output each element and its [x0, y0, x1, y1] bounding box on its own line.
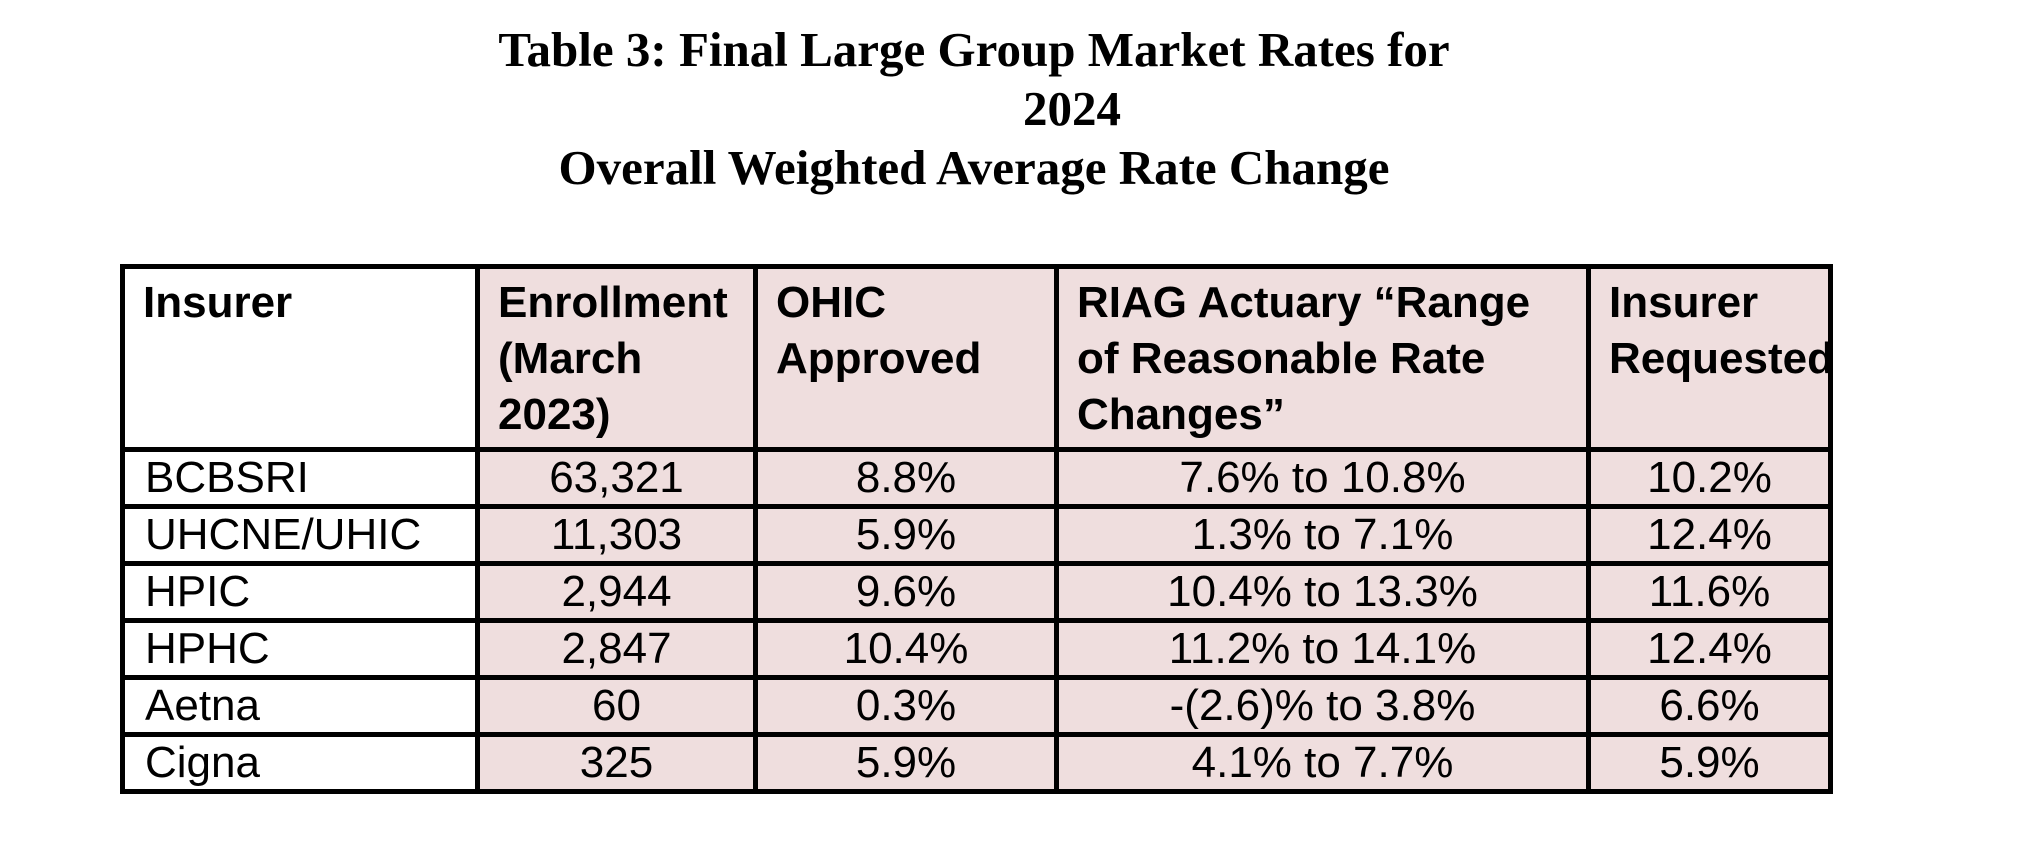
value-cell: 2,944 [475, 561, 758, 623]
header-riag-range: RIAG Actuary “Range of Reasonable Rate C… [1054, 264, 1591, 452]
value-cell: 325 [475, 732, 758, 794]
value-cell: 2,847 [475, 618, 758, 680]
insurer-name-cell: HPIC [120, 561, 480, 623]
value-cell: -(2.6)% to 3.8% [1054, 675, 1591, 737]
table-row: Cigna 325 5.9% 4.1% to 7.7% 5.9% [120, 732, 1833, 794]
insurer-name-cell: HPHC [120, 618, 480, 680]
value-cell: 0.3% [753, 675, 1059, 737]
value-cell: 5.9% [753, 732, 1059, 794]
value-cell: 12.4% [1586, 504, 1833, 566]
header-insurer-requested: Insurer Requested [1586, 264, 1834, 452]
rates-table: Insurer Enrollment (March 2023) OHIC App… [120, 264, 1834, 794]
header-ohic-approved: OHIC Approved [753, 264, 1059, 452]
value-cell: 7.6% to 10.8% [1054, 447, 1591, 509]
value-cell: 4.1% to 7.7% [1054, 732, 1591, 794]
insurer-name-cell: UHCNE/UHIC [120, 504, 480, 566]
value-cell: 11.6% [1586, 561, 1833, 623]
value-cell: 6.6% [1586, 675, 1833, 737]
value-cell: 1.3% to 7.1% [1054, 504, 1591, 566]
value-cell: 12.4% [1586, 618, 1833, 680]
table-header: Insurer Enrollment (March 2023) OHIC App… [120, 264, 1834, 452]
table-row: BCBSRI 63,321 8.8% 7.6% to 10.8% 10.2% [120, 447, 1833, 509]
header-enrollment: Enrollment (March 2023) [475, 264, 758, 452]
value-cell: 10.4% to 13.3% [1054, 561, 1591, 623]
value-cell: 60 [475, 675, 758, 737]
header-insurer: Insurer [120, 264, 480, 452]
insurer-name-cell: Aetna [120, 675, 480, 737]
table-row: HPIC 2,944 9.6% 10.4% to 13.3% 11.6% [120, 561, 1833, 623]
value-cell: 9.6% [753, 561, 1059, 623]
insurer-name-cell: Cigna [120, 732, 480, 794]
title-line-3: Overall Weighted Average Rate Change [558, 140, 1390, 195]
header-row: Insurer Enrollment (March 2023) OHIC App… [120, 264, 1834, 452]
title-line-2: 2024 [1023, 81, 1121, 136]
table-row: HPHC 2,847 10.4% 11.2% to 14.1% 12.4% [120, 618, 1833, 680]
table-row: UHCNE/UHIC 11,303 5.9% 1.3% to 7.1% 12.4% [120, 504, 1833, 566]
value-cell: 5.9% [753, 504, 1059, 566]
value-cell: 11,303 [475, 504, 758, 566]
table-body: BCBSRI 63,321 8.8% 7.6% to 10.8% 10.2% UHCNE/… [120, 447, 1833, 794]
value-cell: 11.2% to 14.1% [1054, 618, 1591, 680]
insurer-name-cell: BCBSRI [120, 447, 480, 509]
value-cell: 63,321 [475, 447, 758, 509]
value-cell: 5.9% [1586, 732, 1833, 794]
title-line-1: Table 3: Final Large Group Market Rates … [498, 22, 1450, 77]
table-title: Table 3: Final Large Group Market Rates … [120, 20, 1828, 197]
value-cell: 8.8% [753, 447, 1059, 509]
value-cell: 10.4% [753, 618, 1059, 680]
table-row: Aetna 60 0.3% -(2.6)% to 3.8% 6.6% [120, 675, 1833, 737]
value-cell: 10.2% [1586, 447, 1833, 509]
